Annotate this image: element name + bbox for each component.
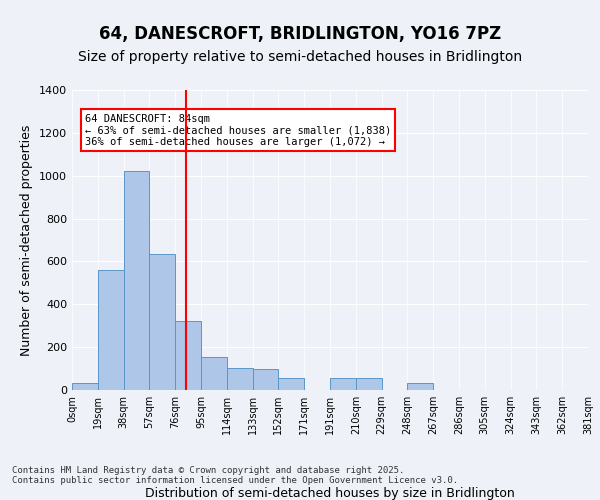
Text: 64, DANESCROFT, BRIDLINGTON, YO16 7PZ: 64, DANESCROFT, BRIDLINGTON, YO16 7PZ (99, 25, 501, 43)
Text: 64 DANESCROFT: 84sqm
← 63% of semi-detached houses are smaller (1,838)
36% of se: 64 DANESCROFT: 84sqm ← 63% of semi-detac… (85, 114, 391, 147)
Bar (227, 368, 253, 390)
Bar (330, 378, 356, 390)
Y-axis label: Number of semi-detached properties: Number of semi-detached properties (20, 124, 34, 356)
Bar (278, 378, 304, 390)
Text: Size of property relative to semi-detached houses in Bridlington: Size of property relative to semi-detach… (78, 50, 522, 64)
Text: Contains HM Land Registry data © Crown copyright and database right 2025.
Contai: Contains HM Land Registry data © Crown c… (12, 466, 458, 485)
Bar (175, 322, 201, 390)
Bar (253, 368, 278, 390)
Bar (356, 378, 382, 390)
X-axis label: Distribution of semi-detached houses by size in Bridlington: Distribution of semi-detached houses by … (145, 487, 515, 500)
Bar (98, 270, 124, 390)
Bar (407, 382, 433, 390)
Bar (201, 357, 227, 390)
Bar (149, 254, 175, 390)
Bar (124, 172, 149, 390)
Bar (72, 382, 98, 390)
